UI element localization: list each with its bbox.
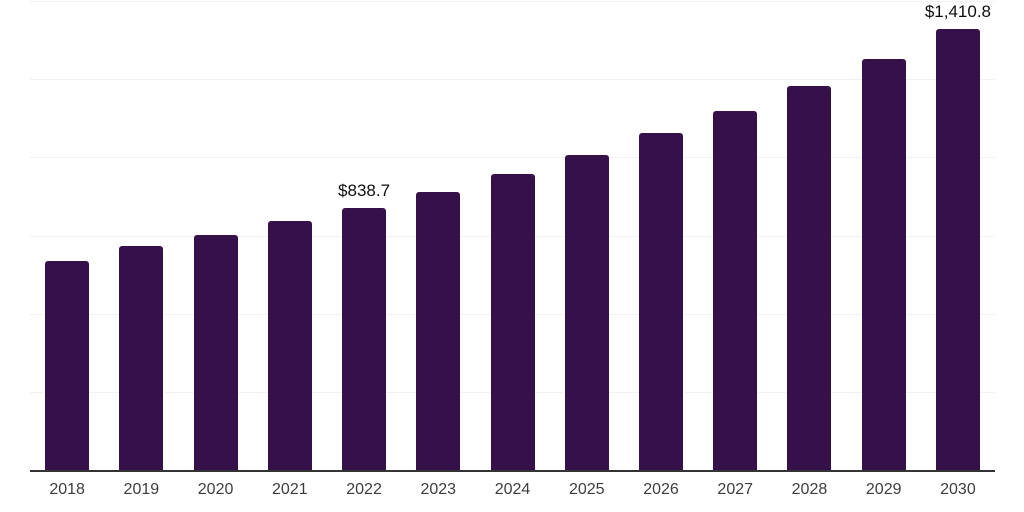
- x-tick-label: 2020: [197, 481, 234, 498]
- bar-slot: [178, 1, 252, 470]
- bar-2023: [416, 192, 461, 470]
- x-tick-label: 2025: [568, 481, 605, 498]
- bar-2018: [45, 260, 90, 470]
- bars-row: $838.7 $1,410.8: [30, 1, 995, 470]
- x-axis-line: [30, 470, 995, 472]
- bar-2028: [787, 85, 832, 470]
- x-tick-label: 2018: [49, 481, 85, 498]
- bar-2019: [119, 246, 164, 470]
- bar-2026: [638, 132, 683, 470]
- bar-slot: [475, 1, 549, 470]
- bar-slot: [698, 1, 772, 470]
- bar-slot: $838.7: [327, 1, 401, 470]
- bar-slot: [772, 1, 846, 470]
- bar-2022: $838.7: [338, 181, 390, 470]
- gridline: [30, 79, 995, 81]
- bar-slot: [550, 1, 624, 470]
- bar-slot: [30, 1, 104, 470]
- bar-slot: [847, 1, 921, 470]
- bar-slot: [401, 1, 475, 470]
- bar-2030: $1,410.8: [925, 2, 991, 470]
- plot-area: $838.7 $1,410.8: [30, 1, 995, 470]
- x-tick-label: 2021: [272, 481, 308, 498]
- bar-2025: [564, 154, 609, 470]
- bar-value-label: $838.7: [338, 180, 391, 200]
- x-tick-label: 2029: [865, 481, 902, 498]
- x-tick-label: 2027: [717, 481, 754, 498]
- x-tick-label: 2030: [940, 481, 976, 498]
- x-tick-label: 2024: [494, 481, 531, 498]
- x-axis-labels: 2018 2019 2020 2021 2022 2023 2024 2025 2026 2027…: [30, 479, 995, 501]
- bar-slot: $1,410.8: [921, 1, 995, 470]
- x-tick-label: 2019: [123, 481, 160, 498]
- bar-value-label: $1,410.8: [924, 1, 992, 21]
- x-tick-label: 2022: [346, 481, 382, 498]
- x-tick-label: 2023: [420, 481, 457, 498]
- gridline: [30, 157, 995, 159]
- bar-slot: [104, 1, 178, 470]
- bar-2024: [490, 173, 535, 470]
- bar-2029: [861, 58, 906, 470]
- bar-2021: [267, 220, 312, 470]
- bar-slot: [253, 1, 327, 470]
- bar-2020: [193, 235, 238, 470]
- x-tick-label: 2028: [791, 481, 828, 498]
- bar-2027: [713, 111, 758, 470]
- gridline: [30, 1, 995, 2]
- x-tick-label: 2026: [643, 481, 679, 498]
- bar-slot: [624, 1, 698, 470]
